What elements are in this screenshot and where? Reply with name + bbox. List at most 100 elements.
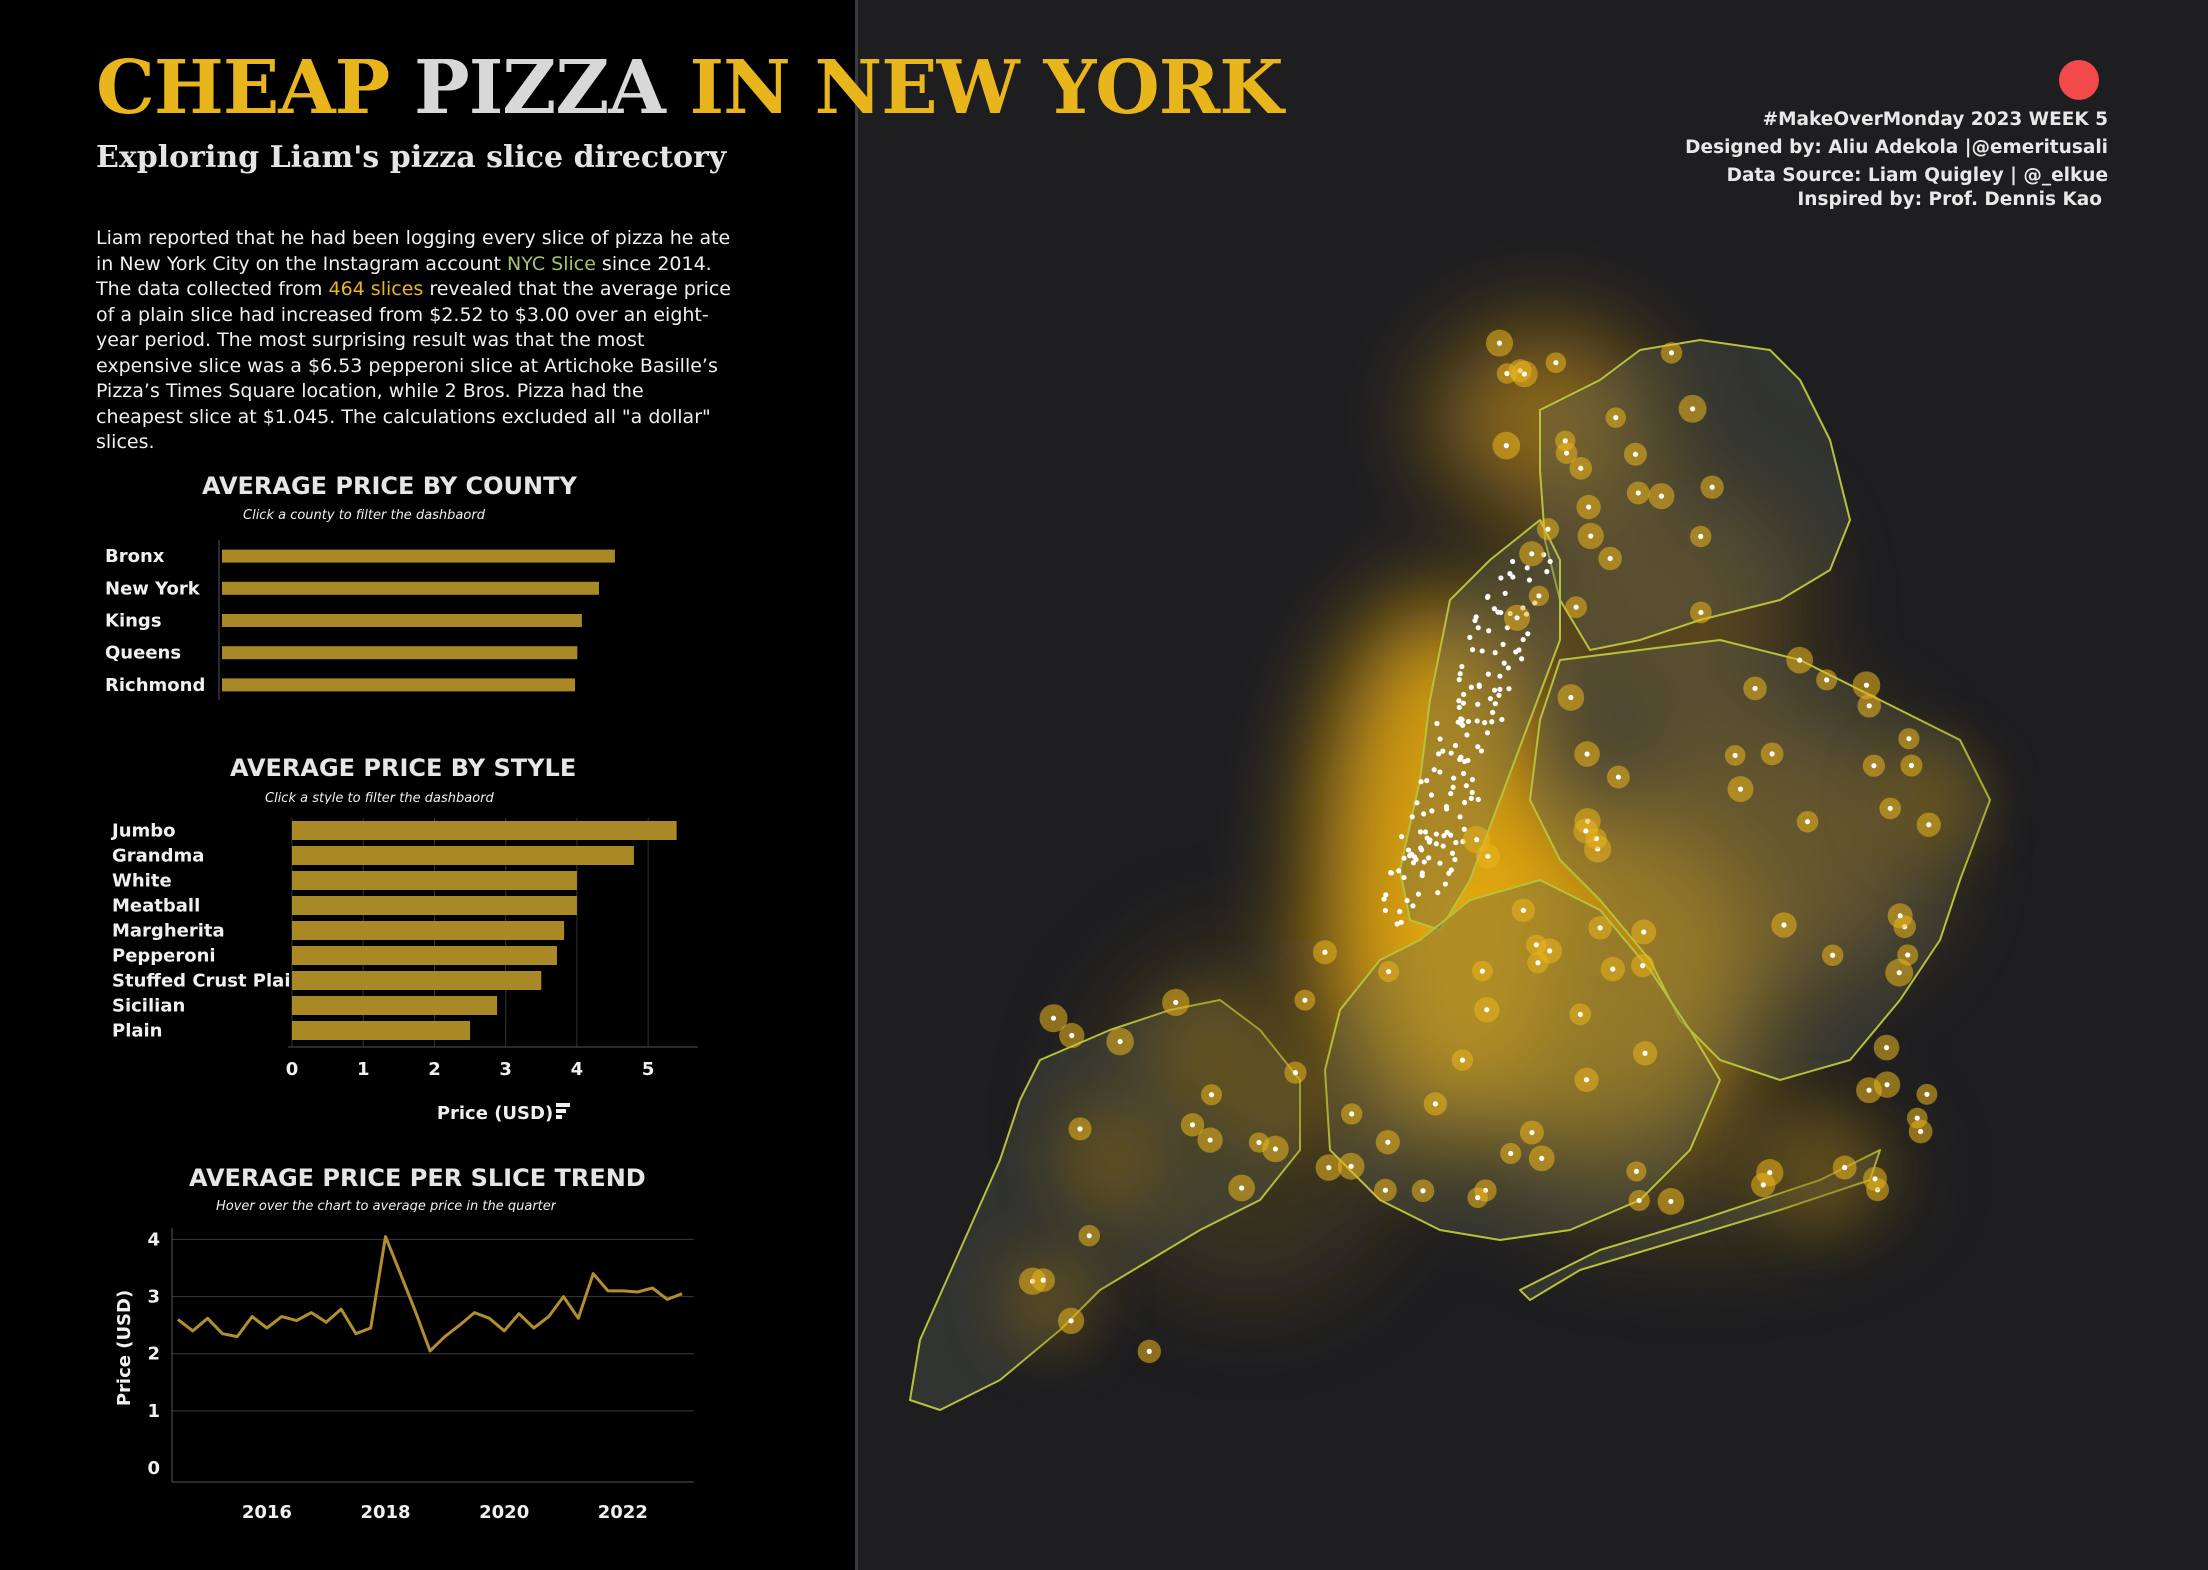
trend-point[interactable] [186,1324,200,1338]
style-bar-chart[interactable]: 0 1 2 3 4 5 Jumbo Grandma White Meatball Margherit… [96,808,736,1138]
map-point [1414,800,1420,806]
trend-point[interactable] [586,1267,600,1281]
trend-point[interactable] [631,1285,645,1299]
trend-point[interactable] [379,1230,393,1244]
trend-point[interactable] [393,1267,407,1281]
trend-point[interactable] [497,1324,511,1338]
style-label[interactable]: Plain [112,1021,163,1042]
trend-point[interactable] [468,1306,482,1320]
trend-point[interactable] [423,1344,437,1358]
map-point [1510,574,1516,580]
style-label[interactable]: Sicilian [112,996,185,1017]
style-tick-label: 2 [428,1059,441,1080]
trend-point[interactable] [453,1318,467,1332]
trend-point[interactable] [171,1312,185,1326]
style-label[interactable]: Stuffed Crust Plain [112,971,303,992]
trend-point[interactable] [275,1310,289,1324]
style-bar[interactable] [292,871,577,890]
instagram-account-link[interactable]: NYC Slice [507,252,596,275]
map-point [1520,907,1527,913]
trend-point[interactable] [675,1287,689,1301]
map-point [1658,493,1664,499]
county-bar[interactable] [222,678,576,692]
style-label[interactable]: Jumbo [110,821,176,842]
trend-point[interactable] [215,1327,229,1341]
trend-point[interactable] [438,1330,452,1344]
map-point [1322,949,1328,955]
county-label[interactable]: Queens [105,643,181,664]
trend-point[interactable] [260,1321,274,1335]
trend-point[interactable] [512,1307,526,1321]
map-point [1420,1188,1426,1194]
style-bar[interactable] [292,896,577,915]
trend-point[interactable] [290,1314,304,1328]
county-bar-chart[interactable]: Bronx New York Kings Queens Richmond [96,530,716,700]
trend-point[interactable] [557,1290,571,1304]
map-point [1896,970,1902,976]
trend-point[interactable] [334,1302,348,1316]
trend-point[interactable] [201,1311,215,1325]
county-bar[interactable] [222,581,599,595]
style-label[interactable]: White [112,871,172,892]
map-point [1577,1011,1583,1017]
county-chart-hint: Click a county to filter the dashbaord [243,508,485,523]
map-point [1583,828,1589,834]
map-point [1547,558,1553,565]
trend-point[interactable] [601,1284,615,1298]
county-label[interactable]: Kings [105,611,162,632]
style-bar[interactable] [292,996,498,1015]
trend-point[interactable] [571,1311,585,1325]
trend-point[interactable] [660,1292,674,1306]
county-bar[interactable] [222,549,615,563]
map-point [1463,783,1469,789]
map-point [1424,835,1430,841]
trend-point[interactable] [245,1310,259,1324]
map-point [1348,1163,1354,1169]
sort-icon[interactable] [556,1103,570,1119]
trend-point[interactable] [527,1321,541,1335]
title-part1: CHEAP [96,45,390,131]
map-point [1442,881,1449,887]
map-point [1536,593,1542,599]
trend-point[interactable] [616,1284,630,1298]
trend-point[interactable] [408,1304,422,1318]
county-label[interactable]: Richmond [105,675,205,696]
map-point [1924,1091,1930,1097]
style-label[interactable]: Pepperoni [112,946,216,967]
style-bar[interactable] [292,971,542,990]
trend-series-line[interactable] [176,1235,683,1353]
style-label[interactable]: Grandma [112,846,204,867]
map-point [1435,890,1441,896]
county-label[interactable]: New York [105,578,201,599]
trend-point[interactable] [349,1327,363,1341]
style-label[interactable]: Margherita [112,921,225,942]
map-point [1461,826,1467,832]
map-point [1398,919,1404,925]
map-point [1436,751,1442,757]
trend-point[interactable] [645,1281,659,1295]
trend-point[interactable] [482,1311,496,1325]
trend-point[interactable] [230,1330,244,1344]
style-bar[interactable] [292,1021,471,1040]
county-bar[interactable] [222,646,578,660]
style-bar[interactable] [292,921,565,940]
map-point [1401,855,1407,861]
style-bar[interactable] [292,821,677,840]
map-point [1501,660,1507,666]
trend-line-chart[interactable]: 0 1 2 3 4 2016 2018 2020 2022 Price (USD) [100,1212,720,1532]
map-point [1553,360,1559,366]
county-bar[interactable] [222,614,582,627]
style-bar[interactable] [292,946,557,965]
trend-point[interactable] [319,1315,333,1329]
style-label[interactable]: Meatball [112,896,200,917]
trend-point[interactable] [542,1310,556,1324]
trend-point[interactable] [364,1321,378,1335]
trend-point[interactable] [304,1306,318,1320]
map-point [1492,701,1498,707]
map-point [1468,684,1474,690]
map-point [1842,1164,1848,1171]
map-point [1448,750,1454,756]
county-label[interactable]: Bronx [105,546,165,567]
style-bar[interactable] [292,846,634,865]
